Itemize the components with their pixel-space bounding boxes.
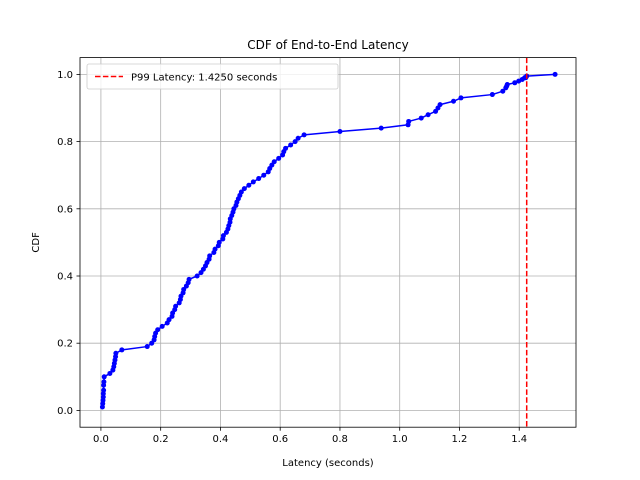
cdf-data-point [337, 129, 343, 135]
legend-label-p99: P99 Latency: 1.4250 seconds [131, 73, 277, 84]
y-tick-label: 1.0 [57, 70, 73, 81]
x-tick-label: 0.2 [153, 434, 169, 445]
cdf-data-point [292, 139, 298, 145]
y-tick-label: 0.4 [57, 272, 73, 283]
x-tick-label: 1.4 [511, 434, 527, 445]
legend-box [86, 63, 339, 90]
cdf-data-point [276, 155, 282, 161]
x-axis-label: Latency (seconds) [282, 458, 373, 469]
cdf-data-point [186, 276, 192, 282]
cdf-data-point [241, 186, 247, 192]
cdf-data-point [216, 239, 222, 245]
cdf-data-point [159, 323, 165, 329]
cdf-data-point [271, 159, 277, 165]
cdf-data-point [406, 118, 412, 124]
cdf-data-point [144, 344, 150, 350]
cdf-data-point [261, 172, 267, 178]
cdf-data-point [295, 135, 301, 141]
cdf-data-point [181, 286, 187, 292]
cdf-data-point [101, 374, 107, 380]
x-tick-label: 0.8 [332, 434, 348, 445]
legend: P99 Latency: 1.4250 seconds [86, 63, 339, 90]
cdf-data-point [425, 112, 431, 118]
cdf-data-point [113, 350, 119, 356]
cdf-data-point [250, 179, 256, 185]
cdf-data-point [450, 98, 456, 104]
cdf-data-point [212, 246, 218, 252]
cdf-data-point [504, 81, 510, 87]
cdf-data-point [418, 115, 424, 121]
axes-frame [79, 57, 577, 428]
chart-title: CDF of End-to-End Latency [247, 38, 409, 52]
x-tick-label: 1.0 [392, 434, 408, 445]
cdf-data-point [207, 253, 213, 259]
cdf-data-point [166, 317, 172, 323]
x-tick-label: 1.2 [452, 434, 468, 445]
x-tick-label: 0.4 [212, 434, 228, 445]
cdf-data-point [256, 176, 262, 182]
cdf-data-point [101, 387, 107, 393]
cdf-data-point [119, 347, 125, 353]
cdf-data-point [107, 370, 113, 376]
cdf-data-point [552, 71, 558, 77]
cdf-data-point [437, 102, 443, 108]
cdf-data-point [378, 125, 384, 131]
x-tick-label: 0.6 [272, 434, 288, 445]
y-axis-label: CDF [31, 232, 42, 253]
cdf-data-point [512, 80, 518, 86]
cdf-data-point [194, 273, 200, 279]
x-tick-label: 0.0 [93, 434, 109, 445]
y-tick-label: 0.6 [57, 204, 73, 215]
y-tick-label: 0.2 [57, 339, 73, 350]
y-tick-label: 0.8 [57, 137, 73, 148]
y-tick-label: 0.0 [57, 406, 73, 417]
series-layer [99, 57, 558, 428]
cdf-data-point [155, 327, 161, 333]
cdf-data-point [301, 132, 307, 138]
cdf-data-point [489, 92, 495, 98]
cdf-data-point [283, 145, 289, 151]
cdf-data-point [173, 303, 179, 309]
cdf-data-point [288, 142, 294, 148]
axis-ticks: 0.0 0.2 0.4 0.6 0.8 1.0 1.2 1.4 0.0 0.2 0.4 0.6 0.8 1… [57, 70, 527, 445]
cdf-data-point [220, 233, 226, 239]
cdf-data-point [101, 379, 107, 385]
cdf-data-point [238, 189, 244, 195]
cdf-data-point [458, 95, 464, 101]
cdf-data-point [246, 182, 252, 188]
cdf-data-point [500, 88, 506, 94]
